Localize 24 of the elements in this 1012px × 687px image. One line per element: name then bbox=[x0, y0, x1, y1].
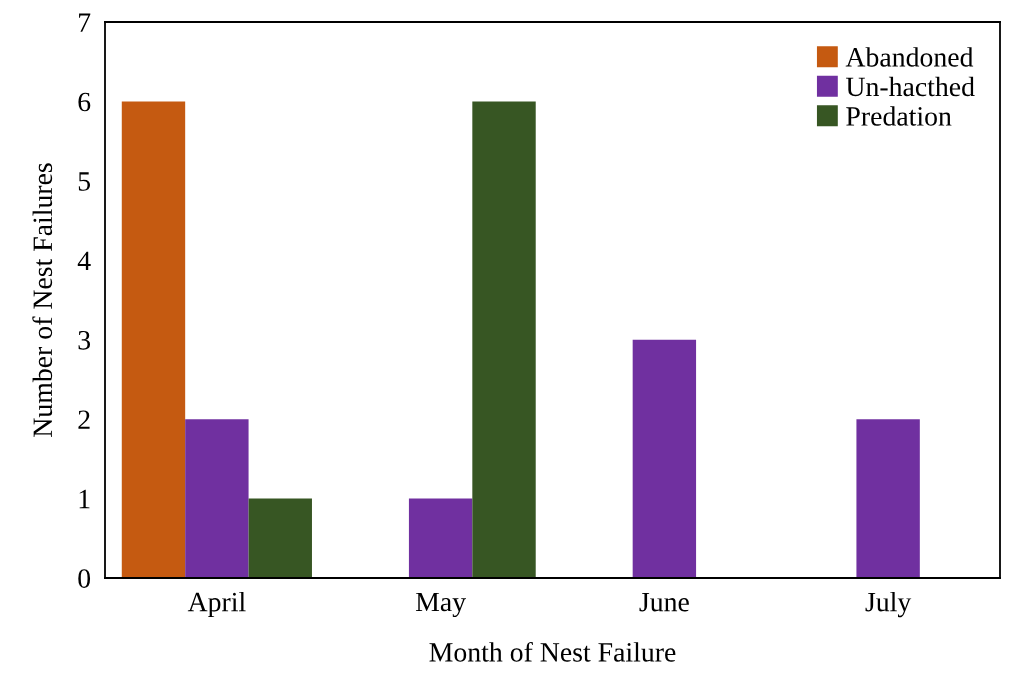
y-tick-label: 7 bbox=[79, 13, 91, 32]
y-tick-label: 5 bbox=[78, 172, 91, 191]
y-tick-label: 6 bbox=[78, 92, 91, 112]
bar bbox=[472, 101, 536, 578]
x-tick-label: July bbox=[865, 591, 912, 618]
bar bbox=[408, 498, 473, 578]
y-tick-label: 2 bbox=[78, 410, 90, 429]
y-tick-label: 3 bbox=[78, 330, 91, 350]
y-tick-label: 0 bbox=[78, 569, 91, 588]
bar bbox=[856, 419, 920, 578]
y-axis-title: Number of Nest Failures bbox=[32, 163, 53, 437]
x-tick-label: April bbox=[187, 591, 246, 618]
x-tick-label: May bbox=[415, 592, 466, 618]
legend-label: Predation bbox=[846, 106, 952, 126]
legend-label: Abandoned bbox=[845, 47, 974, 67]
bar bbox=[632, 339, 697, 578]
bar bbox=[121, 101, 186, 578]
legend-label: Un-hacthed bbox=[846, 76, 975, 97]
bar bbox=[185, 419, 249, 578]
y-tick-label: 4 bbox=[77, 251, 91, 270]
x-axis-title: Month of Nest Failure bbox=[429, 641, 676, 662]
y-tick-label: 1 bbox=[79, 489, 90, 509]
x-tick-label: June bbox=[639, 592, 689, 612]
bar bbox=[248, 498, 312, 578]
